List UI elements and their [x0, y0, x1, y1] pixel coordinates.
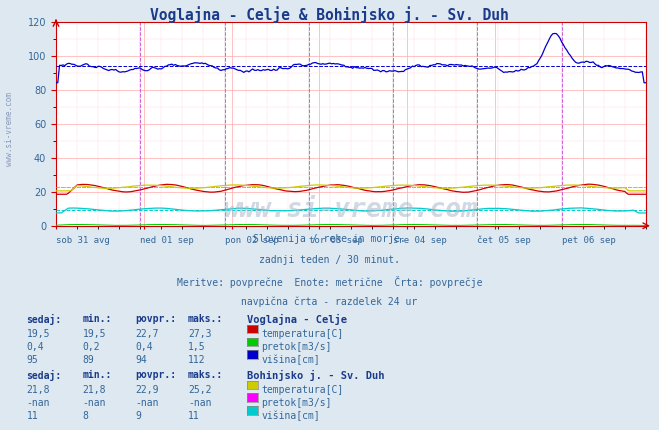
Text: temperatura[C]: temperatura[C]: [262, 385, 344, 395]
Text: 19,5: 19,5: [82, 329, 106, 339]
Text: sre 04 sep: sre 04 sep: [393, 236, 447, 245]
Text: 11: 11: [26, 411, 38, 421]
Text: -nan: -nan: [188, 398, 212, 408]
Text: 22,7: 22,7: [135, 329, 159, 339]
Text: www.si-vreme.com: www.si-vreme.com: [5, 92, 14, 166]
Text: 112: 112: [188, 355, 206, 365]
Text: zadnji teden / 30 minut.: zadnji teden / 30 minut.: [259, 255, 400, 265]
Text: povpr.:: povpr.:: [135, 314, 176, 324]
Text: Voglajna - Celje: Voglajna - Celje: [247, 314, 347, 325]
Text: 9: 9: [135, 411, 141, 421]
Text: pretok[m3/s]: pretok[m3/s]: [262, 342, 332, 352]
Text: ned 01 sep: ned 01 sep: [140, 236, 194, 245]
Text: 0,4: 0,4: [135, 342, 153, 352]
Text: pretok[m3/s]: pretok[m3/s]: [262, 398, 332, 408]
Text: sob 31 avg: sob 31 avg: [56, 236, 110, 245]
Text: 0,4: 0,4: [26, 342, 44, 352]
Text: višina[cm]: višina[cm]: [262, 411, 320, 421]
Text: navpična črta - razdelek 24 ur: navpična črta - razdelek 24 ur: [241, 296, 418, 307]
Text: -nan: -nan: [82, 398, 106, 408]
Text: min.:: min.:: [82, 370, 112, 380]
Text: višina[cm]: višina[cm]: [262, 355, 320, 365]
Text: min.:: min.:: [82, 314, 112, 324]
Text: 11: 11: [188, 411, 200, 421]
Text: 21,8: 21,8: [26, 385, 50, 395]
Text: 27,3: 27,3: [188, 329, 212, 339]
Text: -nan: -nan: [135, 398, 159, 408]
Text: Slovenija / reke in morje.: Slovenija / reke in morje.: [253, 234, 406, 244]
Text: maks.:: maks.:: [188, 314, 223, 324]
Text: 25,2: 25,2: [188, 385, 212, 395]
Text: 8: 8: [82, 411, 88, 421]
Text: Meritve: povprečne  Enote: metrične  Črta: povprečje: Meritve: povprečne Enote: metrične Črta:…: [177, 276, 482, 288]
Text: 94: 94: [135, 355, 147, 365]
Text: Bohinjsko j. - Sv. Duh: Bohinjsko j. - Sv. Duh: [247, 370, 385, 381]
Text: temperatura[C]: temperatura[C]: [262, 329, 344, 339]
Text: pet 06 sep: pet 06 sep: [561, 236, 616, 245]
Text: 19,5: 19,5: [26, 329, 50, 339]
Text: čet 05 sep: čet 05 sep: [477, 236, 531, 246]
Text: pon 02 sep: pon 02 sep: [225, 236, 278, 245]
Text: 21,8: 21,8: [82, 385, 106, 395]
Text: -nan: -nan: [26, 398, 50, 408]
Text: 89: 89: [82, 355, 94, 365]
Text: 95: 95: [26, 355, 38, 365]
Text: povpr.:: povpr.:: [135, 370, 176, 380]
Text: 0,2: 0,2: [82, 342, 100, 352]
Text: www.si-vreme.com: www.si-vreme.com: [224, 197, 478, 224]
Text: tor 03 sep: tor 03 sep: [309, 236, 362, 245]
Text: 22,9: 22,9: [135, 385, 159, 395]
Text: Voglajna - Celje & Bohinjsko j. - Sv. Duh: Voglajna - Celje & Bohinjsko j. - Sv. Du…: [150, 6, 509, 23]
Text: maks.:: maks.:: [188, 370, 223, 380]
Text: sedaj:: sedaj:: [26, 370, 61, 381]
Text: 1,5: 1,5: [188, 342, 206, 352]
Text: sedaj:: sedaj:: [26, 314, 61, 325]
